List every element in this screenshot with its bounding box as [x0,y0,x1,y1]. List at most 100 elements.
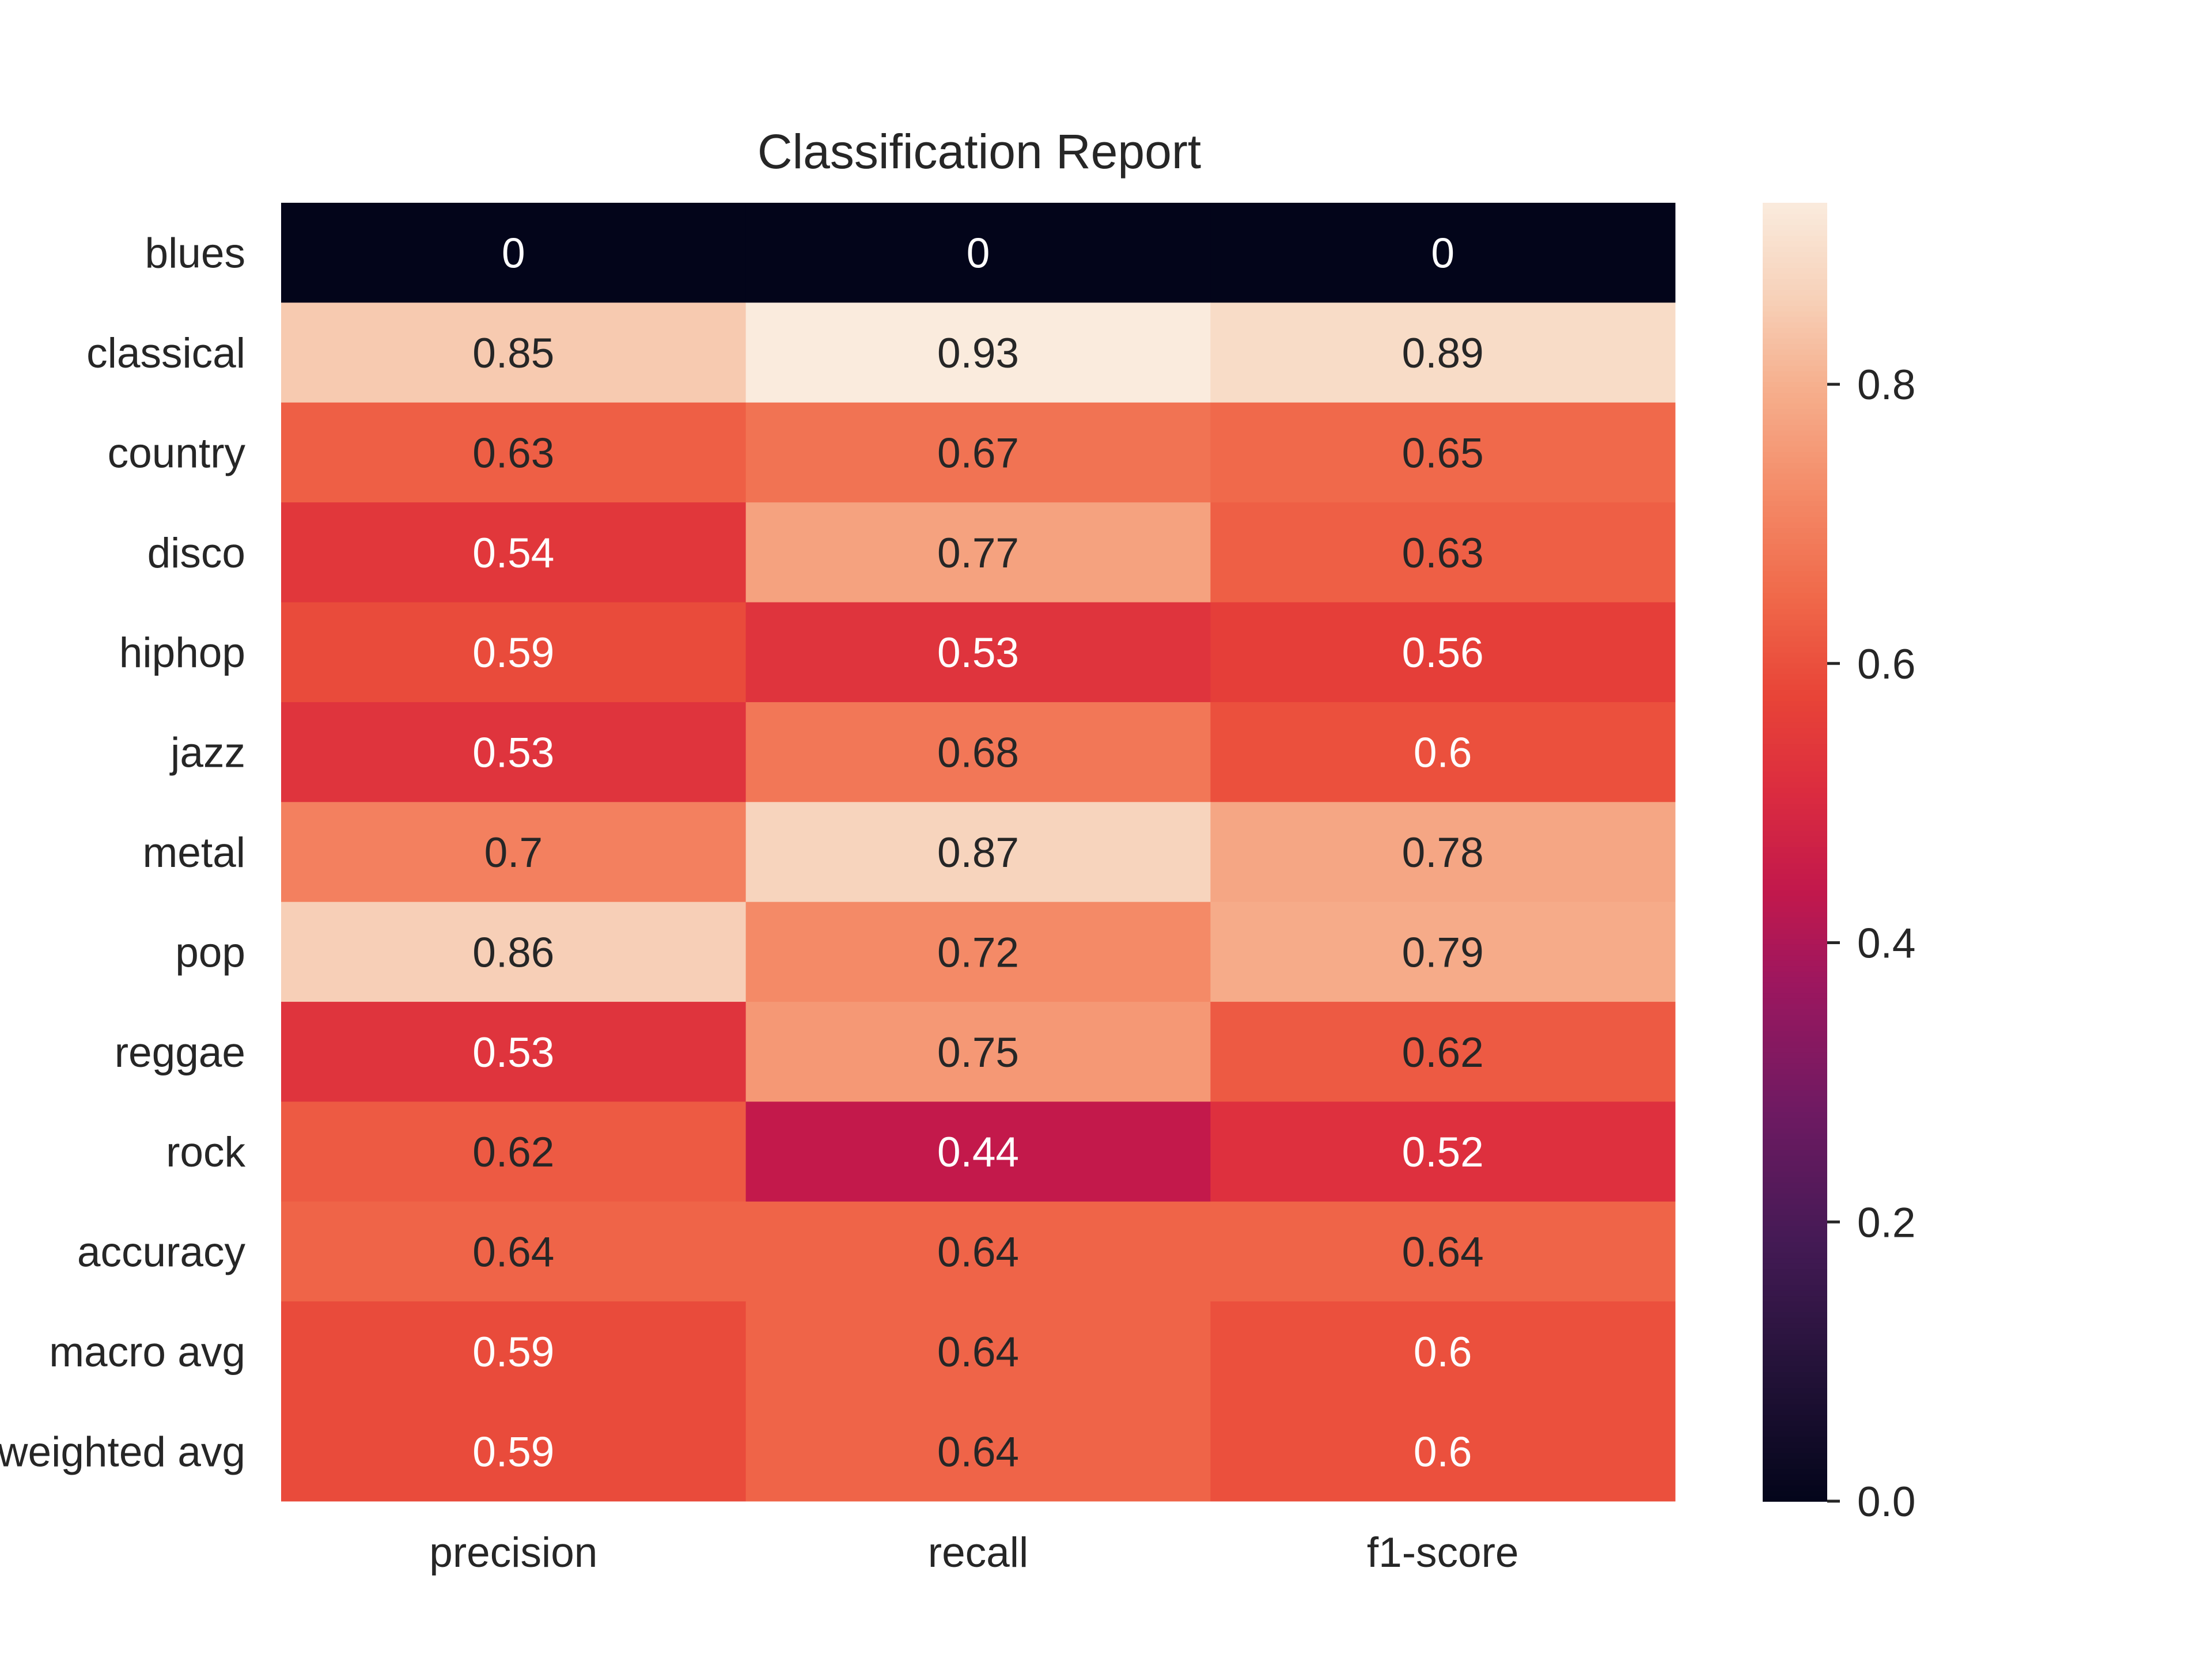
colorbar-segment [1763,1290,1827,1297]
colorbar-segment [1763,1252,1827,1259]
heatmap-cell [1210,602,1676,703]
colorbar-segment [1763,1452,1827,1459]
colorbar-segment [1763,289,1827,296]
colorbar-segment [1763,635,1827,642]
cell-value-label: 0.64 [937,1429,1019,1475]
colorbar-segment [1763,944,1827,950]
row-label: pop [175,929,245,976]
colorbar-segment [1763,1160,1827,1166]
cell-value-label: 0.86 [472,929,554,976]
colorbar-segment [1763,1441,1827,1448]
colorbar-segment [1763,690,1827,696]
colorbar-segment [1763,922,1827,929]
colorbar-segment [1763,559,1827,566]
colorbar-segment [1763,695,1827,702]
cell-value-label: 0.56 [1402,630,1484,676]
colorbar-segment [1763,1041,1827,1048]
column-label: precision [429,1529,597,1576]
colorbar-segment [1763,1360,1827,1367]
chart-title: Classification Report [757,124,1201,179]
colorbar-segment [1763,916,1827,923]
colorbar-segment [1763,570,1827,577]
cell-value-label: 0.6 [1414,1329,1472,1376]
heatmap-cell [745,702,1211,802]
row-label: accuracy [77,1229,246,1276]
colorbar-segment [1763,1328,1827,1334]
colorbar-segment [1763,489,1827,496]
cell-value-label: 0.54 [472,530,554,577]
colorbar-segment [1763,792,1827,799]
colorbar-segment [1763,1393,1827,1399]
heatmap-cell [281,902,747,1002]
colorbar-segment [1763,1344,1827,1351]
colorbar-segment [1763,868,1827,874]
colorbar-segment [1763,624,1827,631]
heatmap-cell [281,1002,747,1102]
colorbar-segment [1763,1203,1827,1210]
colorbar-segment [1763,889,1827,896]
cell-value-label: 0.63 [1402,530,1484,577]
colorbar-segment [1763,1257,1827,1264]
colorbar-segment [1763,1490,1827,1497]
cell-value-label: 0.44 [937,1129,1019,1176]
colorbar-segment [1763,1425,1827,1431]
colorbar-segment [1763,1144,1827,1150]
colorbar-segment [1763,982,1827,988]
colorbar-segment [1763,933,1827,940]
colorbar-segment [1763,495,1827,501]
heatmap-cell [281,1301,747,1402]
colorbar-segment [1763,760,1827,766]
colorbar-segment [1763,646,1827,653]
heatmap-cell [281,302,747,403]
colorbar-segment [1763,543,1827,550]
colorbar-segment [1763,1484,1827,1491]
colorbar-segment [1763,1247,1827,1253]
colorbar-segment [1763,771,1827,777]
heatmap-cell [1210,802,1676,903]
colorbar-segment [1763,754,1827,761]
colorbar-segment [1763,971,1827,978]
colorbar-segment [1763,219,1827,225]
colorbar-segment [1763,1350,1827,1356]
colorbar-segment [1763,1274,1827,1280]
colorbar-segment [1763,949,1827,956]
colorbar-segment [1763,354,1827,361]
row-label: hiphop [119,630,245,676]
cell-value-label: 0.93 [937,330,1019,377]
heatmap-cell [1210,1002,1676,1102]
colorbar-segment [1763,1457,1827,1464]
heatmap-cell [745,1101,1211,1202]
colorbar-segment [1763,1198,1827,1205]
colorbar-segment [1763,430,1827,436]
colorbar-segment [1763,446,1827,453]
colorbar-segment [1763,522,1827,528]
colorbar-segment [1763,738,1827,745]
colorbar-segment [1763,425,1827,431]
cell-value-label: 0.59 [472,1329,554,1376]
heatmap-cell [1210,203,1676,303]
colorbar-segment [1763,1047,1827,1053]
colorbar-segment [1763,1263,1827,1270]
heatmap-cell [745,1401,1211,1502]
colorbar-segment [1763,1030,1827,1037]
cell-value-label: 0.53 [937,630,1019,676]
colorbar-segment [1763,1468,1827,1475]
column-labels: precision recall f1-score [429,1529,1518,1576]
colorbar-segment [1763,846,1827,853]
colorbar-segment [1763,1003,1827,1010]
colorbar-segment [1763,435,1827,442]
colorbar-segment [1763,873,1827,880]
heatmap-cell [745,402,1211,503]
colorbar-segment [1763,1301,1827,1307]
colorbar-segment [1763,273,1827,279]
colorbar-segment [1763,203,1827,209]
colorbar-segment [1763,240,1827,247]
heatmap-cell [281,602,747,703]
heatmap-cell [1210,1401,1676,1502]
colorbar-segment [1763,673,1827,680]
heatmap-cell [1210,1301,1676,1402]
colorbar-segment [1763,1225,1827,1232]
colorbar-segment [1763,668,1827,675]
colorbar-segment [1763,1057,1827,1064]
colorbar-segment [1763,1219,1827,1226]
